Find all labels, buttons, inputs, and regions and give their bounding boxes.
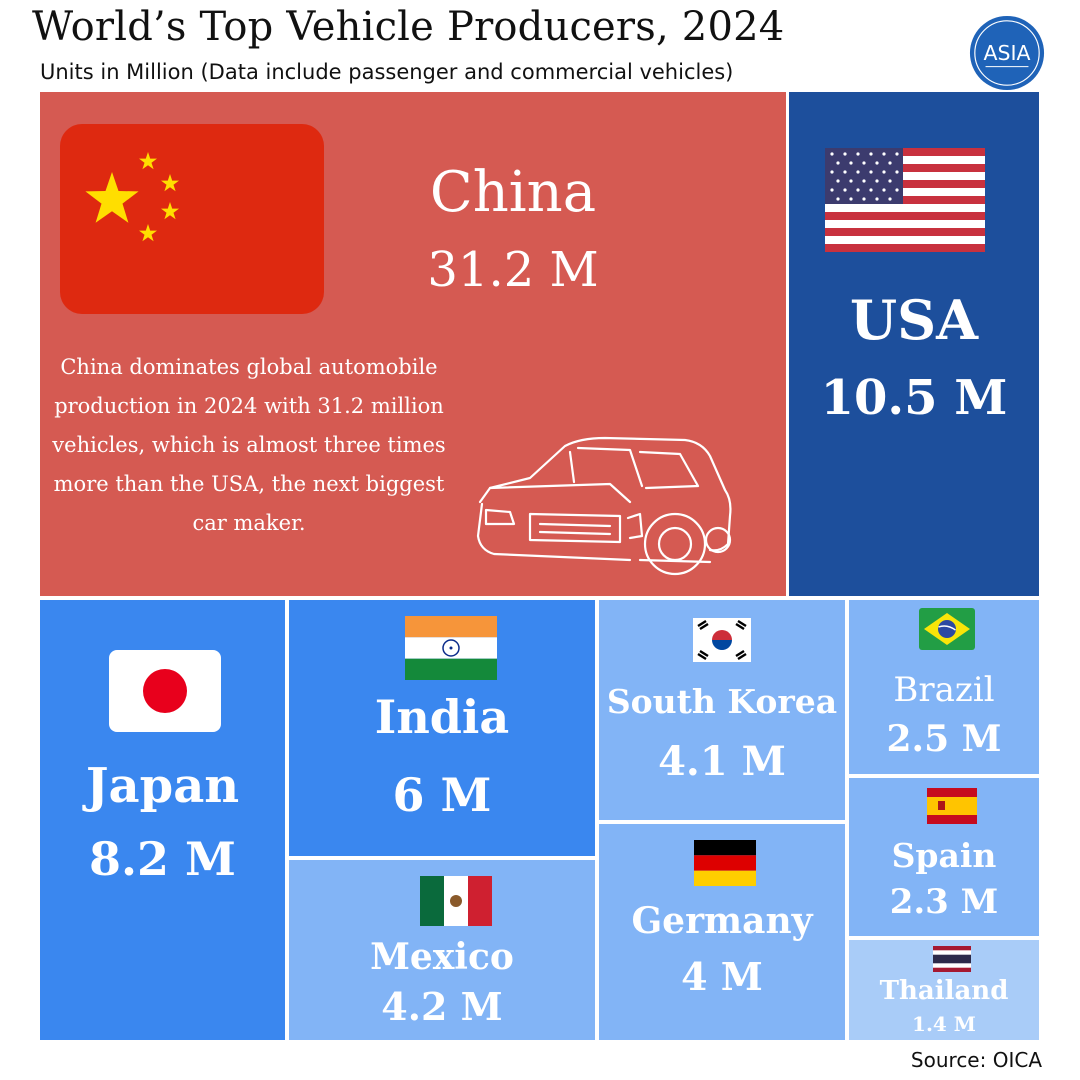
asia-logo: ASIA: [969, 15, 1045, 91]
south-korea-flag-icon: [693, 618, 751, 662]
spain-value: 2.3 M: [889, 882, 999, 922]
tile-germany: Germany 4 M: [599, 824, 845, 1040]
source-note: Source: OICA: [910, 1048, 1042, 1072]
chart-title: World’s Top Vehicle Producers, 2024: [32, 4, 785, 50]
brazil-name: Brazil: [893, 670, 995, 710]
spain-name: Spain: [891, 836, 997, 875]
china-value: 31.2 M: [427, 242, 599, 298]
tile-usa: USA 10.5 M: [789, 92, 1039, 596]
tile-thailand: Thailand 1.4 M: [849, 940, 1039, 1040]
tile-india: India 6 M: [289, 600, 595, 856]
china-flag-icon: [60, 124, 324, 314]
tile-japan: Japan 8.2 M: [40, 600, 285, 1040]
germany-name: Germany: [631, 900, 813, 942]
usa-name: USA: [850, 288, 978, 352]
spain-flag-icon: [927, 788, 977, 824]
thailand-name: Thailand: [879, 976, 1009, 1006]
chart-subtitle: Units in Million (Data include passenger…: [40, 60, 734, 84]
tile-mexico: Mexico 4.2 M: [289, 860, 595, 1040]
tile-south-korea: South Korea 4.1 M: [599, 600, 845, 820]
mexico-flag-icon: [420, 876, 492, 926]
brazil-flag-icon: [919, 608, 975, 650]
brazil-value: 2.5 M: [886, 718, 1002, 760]
thailand-value: 1.4 M: [912, 1012, 976, 1036]
tile-spain: Spain 2.3 M: [849, 778, 1039, 936]
china-annotation: China dominates global automobile produc…: [52, 355, 446, 535]
japan-value: 8.2 M: [89, 832, 236, 886]
mexico-name: Mexico: [370, 936, 514, 978]
germany-flag-icon: [694, 840, 756, 886]
japan-flag-icon: [109, 650, 221, 732]
tile-china: China 31.2 M China dominates global auto…: [40, 92, 786, 596]
china-name: China: [429, 160, 597, 225]
usa-value: 10.5 M: [820, 370, 1008, 426]
mexico-value: 4.2 M: [381, 984, 503, 1029]
tile-brazil: Brazil 2.5 M: [849, 600, 1039, 774]
usa-flag-icon: [825, 148, 985, 252]
thailand-flag-icon: [933, 946, 971, 972]
india-value: 6 M: [392, 768, 492, 822]
south-korea-value: 4.1 M: [658, 738, 786, 785]
car-outline-icon: [476, 436, 732, 576]
germany-value: 4 M: [681, 954, 763, 999]
japan-name: Japan: [85, 758, 240, 814]
south-korea-name: South Korea: [606, 682, 838, 721]
logo-text: ASIA: [983, 41, 1030, 65]
india-flag-icon: [405, 616, 497, 680]
india-name: India: [374, 690, 510, 744]
